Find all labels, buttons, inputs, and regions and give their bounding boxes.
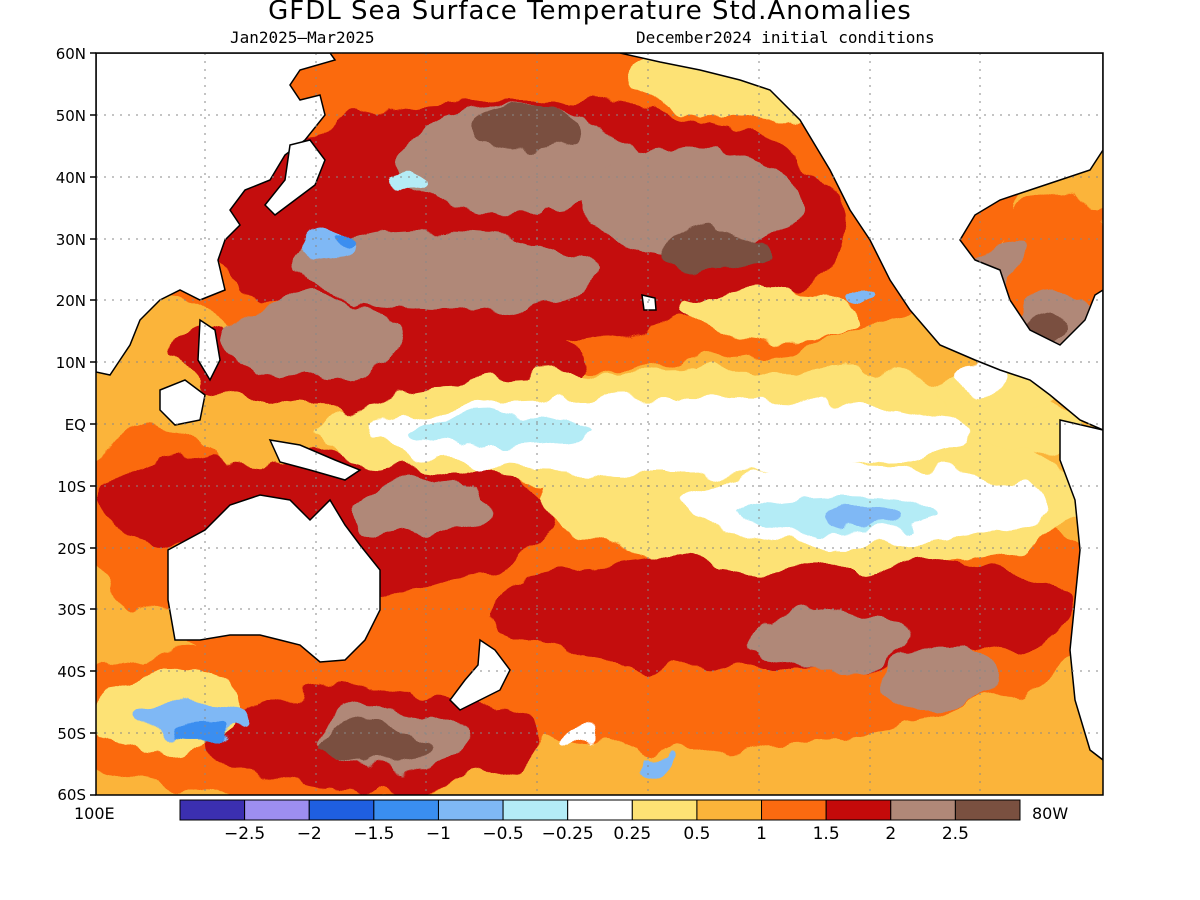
new-zealand	[449, 638, 511, 711]
colorbar-label: 1	[756, 824, 767, 844]
lat-label-40s: 40S	[57, 663, 86, 681]
map-title: GFDL Sea Surface Temperature Std.Anomali…	[268, 0, 912, 26]
colorbar-label: −2.5	[223, 824, 266, 844]
australia-landmass	[167, 494, 381, 663]
lat-label-10s: 10S	[57, 478, 86, 496]
colorbar-label: −1	[425, 824, 451, 844]
colorbar-swatch	[567, 799, 633, 821]
colorbar-label: 0.25	[613, 824, 652, 844]
colorbar-swatch	[954, 799, 1021, 821]
colorbar-swatch	[244, 799, 310, 821]
land-masses	[96, 53, 1103, 761]
borneo	[159, 379, 206, 426]
initial-conditions: December2024 initial conditions	[636, 28, 935, 47]
lon-label-80w: 80W	[1032, 804, 1069, 823]
japan	[263, 139, 326, 216]
colorbar-label: 2	[885, 824, 897, 844]
lat-label-20n: 20N	[55, 292, 86, 310]
asia-landmass	[96, 53, 337, 376]
hawaii	[641, 294, 657, 311]
philippines	[197, 318, 221, 382]
lat-label-20s: 20S	[57, 540, 86, 558]
colorbar-swatch	[631, 799, 698, 821]
lat-label-30s: 30S	[57, 601, 86, 619]
lat-label-50s: 50S	[57, 725, 86, 743]
colorbar-swatch	[825, 799, 892, 821]
lat-ticks	[90, 52, 96, 796]
lat-label-10n: 10N	[55, 354, 86, 372]
lat-label-40n: 40N	[55, 169, 86, 187]
new-guinea	[268, 439, 362, 481]
forecast-period: Jan2025–Mar2025	[230, 28, 375, 47]
colorbar-swatch	[179, 799, 246, 821]
colorbar-label: 0.5	[683, 824, 711, 844]
colorbar-swatch	[890, 799, 956, 821]
north-america-landmass	[619, 53, 1103, 431]
colorbar-label: −0.25	[541, 824, 594, 844]
lat-label-50n: 50N	[55, 107, 86, 125]
colorbar-label: 2.5	[941, 824, 969, 844]
lat-label-60s: 60S	[57, 786, 86, 804]
colorbar-label: 1.5	[812, 824, 840, 844]
colorbar-swatch	[308, 799, 375, 821]
colorbar-swatch	[437, 799, 504, 821]
colorbar	[179, 799, 1021, 821]
colorbar-swatch	[373, 799, 439, 821]
colorbar-swatch	[696, 799, 763, 821]
colorbar-swatch	[502, 799, 569, 821]
lon-label-100e: 100E	[74, 804, 115, 823]
colorbar-label: −0.5	[482, 824, 524, 844]
colorbar-label: −1.5	[353, 824, 395, 844]
lat-label-30n: 30N	[55, 231, 86, 249]
colorbar-swatch	[761, 799, 827, 821]
lat-label-60n: 60N	[55, 45, 86, 63]
colorbar-label: −2	[296, 824, 322, 844]
south-america-landmass	[1059, 419, 1103, 761]
lat-label-eq: EQ	[64, 416, 86, 434]
